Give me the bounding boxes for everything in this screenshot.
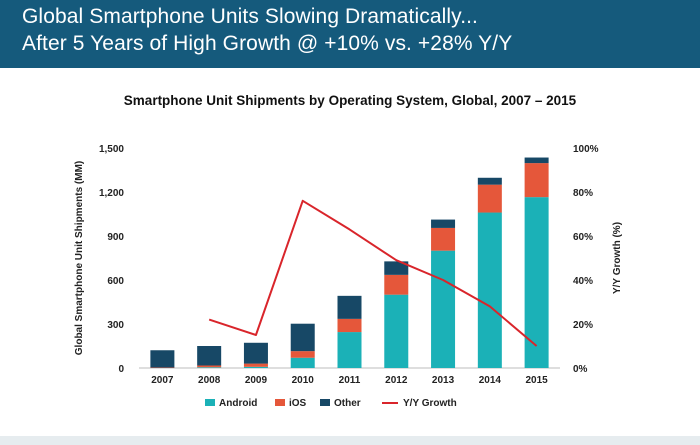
slide-header: Global Smartphone Units Slowing Dramatic… xyxy=(0,0,700,68)
bar-ios-2012 xyxy=(384,274,409,295)
y2-tick-label: 60% xyxy=(573,232,593,243)
legend-swatch-android xyxy=(205,399,215,406)
y-tick-label: 600 xyxy=(107,276,124,287)
y-tick-label: 0 xyxy=(118,364,124,375)
bar-other-2013 xyxy=(431,219,456,228)
bar-ios-2015 xyxy=(524,163,549,198)
x-tick-label: 2009 xyxy=(245,375,268,386)
yy-growth-line xyxy=(208,199,538,347)
y2-tick-label: 20% xyxy=(573,320,593,331)
slide-title-line-1: Global Smartphone Units Slowing Dramatic… xyxy=(22,5,478,28)
y2-tick-label: 40% xyxy=(573,276,593,287)
bar-android-2010 xyxy=(290,357,315,368)
legend-swatch-ios xyxy=(275,399,285,406)
bar-android-2011 xyxy=(337,332,362,368)
y2-tick-label: 100% xyxy=(573,144,599,155)
bar-android-2012 xyxy=(384,294,409,368)
x-tick-label: 2014 xyxy=(479,375,502,386)
bar-ios-2009 xyxy=(243,363,268,367)
x-tick-label: 2007 xyxy=(151,375,174,386)
legend-swatch-other xyxy=(320,399,330,406)
bar-other-2011 xyxy=(337,295,362,319)
bar-android-2013 xyxy=(431,250,456,368)
x-tick-label: 2013 xyxy=(432,375,455,386)
y-tick-label: 1,200 xyxy=(99,188,124,199)
y2-tick-label: 80% xyxy=(573,188,593,199)
legend-label: Y/Y Growth xyxy=(403,398,457,409)
y-axis-title: Global Smartphone Unit Shipments (MM) xyxy=(74,161,85,355)
bar-android-2009 xyxy=(243,366,268,368)
legend-label: Other xyxy=(334,398,361,409)
legend-label: iOS xyxy=(289,398,307,409)
bar-other-2015 xyxy=(524,157,549,164)
y-tick-label: 1,500 xyxy=(99,144,124,155)
y-tick-label: 300 xyxy=(107,320,124,331)
y2-axis-title: Y/Y Growth (%) xyxy=(612,222,623,294)
bar-other-2008 xyxy=(197,346,222,366)
bar-other-2010 xyxy=(290,323,315,352)
chart-title: Smartphone Unit Shipments by Operating S… xyxy=(123,93,577,108)
bar-other-2012 xyxy=(384,261,409,275)
bar-ios-2013 xyxy=(431,227,456,251)
bar-other-2009 xyxy=(243,342,268,364)
bar-ios-2010 xyxy=(290,351,315,358)
bar-android-2008 xyxy=(197,367,222,368)
y2-tick-label: 0% xyxy=(573,364,588,375)
slide-footer-band xyxy=(0,436,700,445)
y-tick-label: 900 xyxy=(107,232,124,243)
slide-title-line-2: After 5 Years of High Growth @ +10% vs. … xyxy=(22,32,513,55)
bar-android-2015 xyxy=(524,197,549,368)
x-tick-label: 2012 xyxy=(385,375,408,386)
x-tick-label: 2015 xyxy=(525,375,548,386)
x-tick-label: 2011 xyxy=(339,375,361,386)
bar-other-2014 xyxy=(477,177,502,185)
x-tick-label: 2010 xyxy=(292,375,315,386)
bar-ios-2008 xyxy=(197,365,222,368)
legend-label: Android xyxy=(219,398,257,409)
bar-other-2007 xyxy=(150,350,175,368)
bar-ios-2011 xyxy=(337,318,362,333)
bar-ios-2014 xyxy=(477,184,502,213)
x-tick-label: 2008 xyxy=(198,375,221,386)
bar-android-2014 xyxy=(477,212,502,368)
